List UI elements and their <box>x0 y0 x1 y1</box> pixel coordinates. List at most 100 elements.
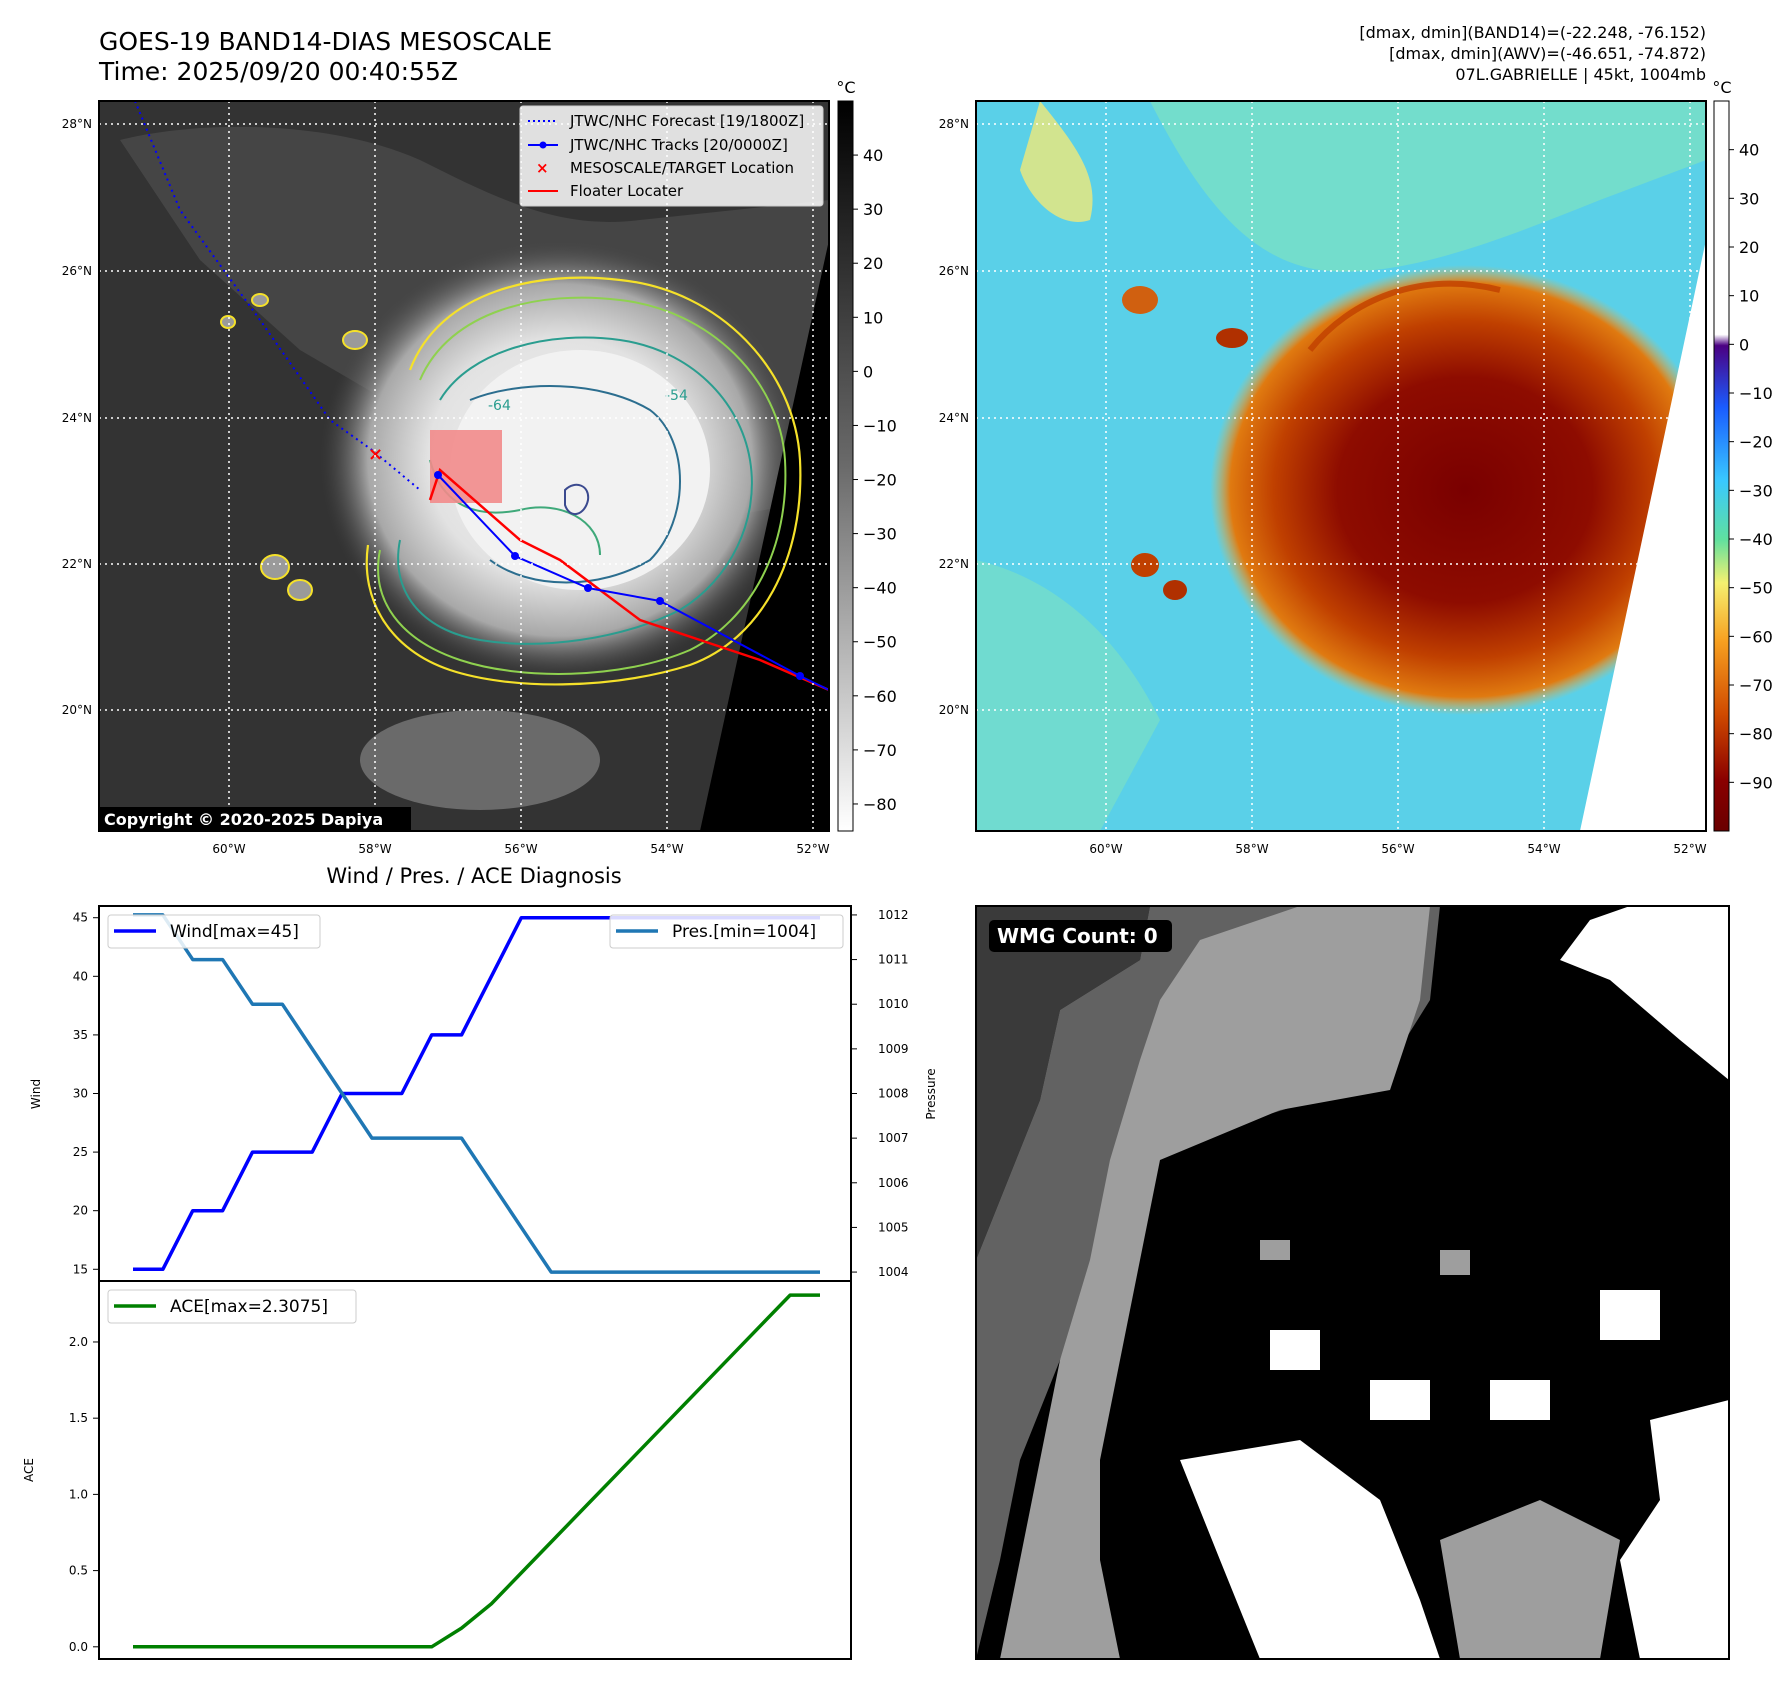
pressure-legend-label: Pres.[min=1004] <box>672 922 816 942</box>
contour-label: -64 <box>488 398 511 414</box>
wind-ytick-label: 45 <box>73 911 88 925</box>
lat-tick: 22°N <box>62 557 92 571</box>
awv-colorbar-tick-label: 0 <box>1739 335 1749 354</box>
lon-tick: 58°W <box>358 842 391 856</box>
wmg-panel: WMG Count: 0 <box>975 905 1730 1660</box>
awv-colorbar-tick-label: 20 <box>1739 238 1759 257</box>
pressure-ytick-label: 1010 <box>878 997 909 1011</box>
ir-colorbar-tick-label: −40 <box>863 579 897 598</box>
ir-colorbar-tick-label: 0 <box>863 362 873 381</box>
awv-colorbar-tick-label: −80 <box>1739 725 1773 744</box>
ir-colorbar-tick-label: −20 <box>863 471 897 490</box>
awv-map-imagery <box>976 101 1706 831</box>
lat-tick: 28°N <box>939 117 969 131</box>
pressure-ytick-label: 1012 <box>878 908 909 922</box>
awv-colorbar-tick-label: −90 <box>1739 773 1773 792</box>
ir-colorbar-tick-label: −70 <box>863 741 897 760</box>
ace-ytick-label: 2.0 <box>69 1335 88 1349</box>
wind-axis-label: Wind <box>29 1079 43 1109</box>
pressure-ytick-label: 1004 <box>878 1265 909 1279</box>
pressure-series-line <box>133 913 820 1274</box>
ace-ytick-label: 0.0 <box>69 1640 88 1654</box>
awv-gridlines <box>976 101 1706 831</box>
lon-tick: 54°W <box>650 842 683 856</box>
lon-tick: 60°W <box>212 842 245 856</box>
ace-ytick-label: 1.5 <box>69 1411 88 1425</box>
pressure-ytick-label: 1009 <box>878 1042 909 1056</box>
pressure-axis-label: Pressure <box>924 1068 938 1119</box>
awv-colorbar-tick-label: 10 <box>1739 287 1759 306</box>
lat-tick: 20°N <box>62 703 92 717</box>
wind-ytick-label: 25 <box>73 1145 88 1159</box>
legend-target: MESOSCALE/TARGET Location <box>570 159 794 177</box>
pressure-ytick-label: 1011 <box>878 953 909 967</box>
ir-map-legend: JTWC/NHC Forecast [19/1800Z] JTWC/NHC Tr… <box>519 105 824 207</box>
ace-series-line <box>133 1293 820 1649</box>
legend-forecast: JTWC/NHC Forecast [19/1800Z] <box>569 112 804 130</box>
lon-tick: 52°W <box>1673 842 1706 856</box>
ir-colorbar-tick-label: −30 <box>863 525 897 544</box>
awv-colorbar-unit: °C <box>1712 78 1731 97</box>
wmg-imagery <box>976 906 1729 1659</box>
ir-map-panel: × -64 -54 JTWC/NHC Forecast [19/1800Z] <box>62 78 897 856</box>
ir-colorbar-tick-label: −60 <box>863 687 897 706</box>
ace-legend: ACE[max=2.3075] <box>107 1289 357 1324</box>
ace-ytick-label: 0.5 <box>69 1564 88 1578</box>
pressure-ytick-label: 1008 <box>878 1087 909 1101</box>
awv-colorbar-tick-label: −40 <box>1739 530 1773 549</box>
awv-colorbar-tick-label: −10 <box>1739 384 1773 403</box>
contour-label: -54 <box>665 388 688 404</box>
wmg-count-label: WMG Count: 0 <box>997 924 1158 948</box>
lat-tick: 26°N <box>939 264 969 278</box>
ir-colorbar-tick-label: −80 <box>863 795 897 814</box>
lon-tick: 60°W <box>1089 842 1122 856</box>
lon-tick: 56°W <box>1381 842 1414 856</box>
awv-stats: [dmax, dmin](AWV)=(-46.651, -74.872) <box>1389 44 1706 63</box>
lat-tick: 24°N <box>62 411 92 425</box>
awv-colorbar-tick-label: 30 <box>1739 189 1759 208</box>
wind-pressure-chart: 15 20 25 30 35 40 45 1004 1005 1006 1007 1008 1009 1… <box>29 905 938 1282</box>
svg-text:×: × <box>536 159 549 177</box>
lon-tick: 52°W <box>796 842 829 856</box>
ir-gridlines <box>99 101 829 831</box>
ace-chart: 0.0 0.5 1.0 1.5 2.0 ACE ACE[max=2.3075] <box>22 1280 852 1660</box>
awv-colorbar-tick-label: −30 <box>1739 481 1773 500</box>
awv-colorbar-tick-label: 40 <box>1739 141 1759 160</box>
wind-ytick-label: 15 <box>73 1262 88 1276</box>
ir-colorbar: °C 40 30 20 10 0 −10 −20 −30 −40 −50 −60 −70 −80 <box>836 78 897 832</box>
awv-colorbar-tick-label: −50 <box>1739 579 1773 598</box>
ir-colorbar-tick-label: 40 <box>863 146 883 165</box>
wind-ytick-label: 20 <box>73 1204 88 1218</box>
awv-colorbar-tick-label: −70 <box>1739 676 1773 695</box>
wind-ytick-label: 35 <box>73 1028 88 1042</box>
lon-tick: 56°W <box>504 842 537 856</box>
wind-ytick-label: 30 <box>73 1087 88 1101</box>
pressure-ytick-label: 1005 <box>878 1220 909 1234</box>
copyright-label: Copyright © 2020-2025 Dapiya <box>104 810 383 829</box>
ace-ytick-label: 1.0 <box>69 1487 88 1501</box>
pressure-legend: Pres.[min=1004] <box>609 914 844 949</box>
figure-time: Time: 2025/09/20 00:40:55Z <box>98 57 458 86</box>
target-marker: × <box>368 444 383 465</box>
wind-ytick-label: 40 <box>73 969 88 983</box>
lat-tick: 24°N <box>939 411 969 425</box>
legend-tracks: JTWC/NHC Tracks [20/0000Z] <box>569 136 788 154</box>
ir-colorbar-tick-label: −10 <box>863 416 897 435</box>
awv-colorbar-tick-label: −20 <box>1739 433 1773 452</box>
lat-tick: 22°N <box>939 557 969 571</box>
wind-legend-label: Wind[max=45] <box>170 922 299 942</box>
diagnosis-title: Wind / Pres. / ACE Diagnosis <box>326 864 621 888</box>
ace-axis-label: ACE <box>22 1458 36 1482</box>
legend-floater: Floater Locater <box>570 182 684 200</box>
awv-colorbar: °C 40 30 20 10 0 −10 −20 −30 −40 −50 −60 −70 −80 −90 <box>1712 78 1773 832</box>
storm-info: 07L.GABRIELLE | 45kt, 1004mb <box>1455 65 1706 84</box>
ir-map-imagery: × -64 -54 <box>99 101 829 831</box>
ir-colorbar-tick-label: 30 <box>863 200 883 219</box>
ir-colorbar-tick-label: 10 <box>863 308 883 327</box>
ir-colorbar-unit: °C <box>836 78 855 97</box>
ir-colorbar-tick-label: 20 <box>863 254 883 273</box>
wind-legend: Wind[max=45] <box>107 914 321 949</box>
figure-title: GOES-19 BAND14-DIAS MESOSCALE <box>99 27 552 56</box>
awv-map-panel: 60°W 58°W 56°W 54°W 52°W 28°N 26°N 24°N … <box>939 78 1773 856</box>
